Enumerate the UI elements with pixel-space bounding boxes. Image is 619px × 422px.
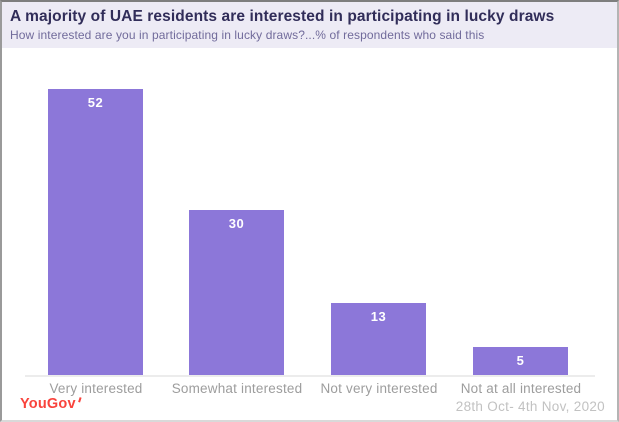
yougov-logo-mark xyxy=(77,397,82,403)
bar-value-label: 13 xyxy=(370,309,387,324)
bar-column-somewhat-interested: 30 xyxy=(189,48,284,375)
bar-column-not-at-all-interested: 5 xyxy=(473,48,568,375)
x-axis-line xyxy=(25,375,595,377)
bar-not-at-all-interested: 5 xyxy=(473,347,568,375)
bar-value-label: 5 xyxy=(516,353,525,368)
bar-very-interested: 52 xyxy=(48,89,143,375)
bar-column-not-very-interested: 13 xyxy=(331,48,426,375)
bar-value-label: 52 xyxy=(87,95,104,110)
bar-value-label: 30 xyxy=(228,216,245,231)
bar-column-very-interested: 52 xyxy=(48,48,143,375)
category-label-very-interested: Very interested xyxy=(49,381,143,396)
yougov-logo: YouGov xyxy=(20,396,82,412)
bar-not-very-interested: 13 xyxy=(331,303,426,375)
chart-title: A majority of UAE residents are interest… xyxy=(10,8,555,25)
bar-chart: 52 30 13 5 Very interested Somewhat inte… xyxy=(2,48,617,420)
category-label-somewhat-interested: Somewhat interested xyxy=(171,381,303,396)
category-label-not-very-interested: Not very interested xyxy=(320,381,438,396)
bar-somewhat-interested: 30 xyxy=(189,210,284,375)
category-label-not-at-all-interested: Not at all interested xyxy=(460,381,582,396)
chart-subtitle: How interested are you in participating … xyxy=(10,28,485,43)
yougov-logo-text: YouGov xyxy=(20,396,76,412)
fieldwork-date-range: 28th Oct- 4th Nov, 2020 xyxy=(455,399,605,414)
chart-header: A majority of UAE residents are interest… xyxy=(2,2,617,48)
